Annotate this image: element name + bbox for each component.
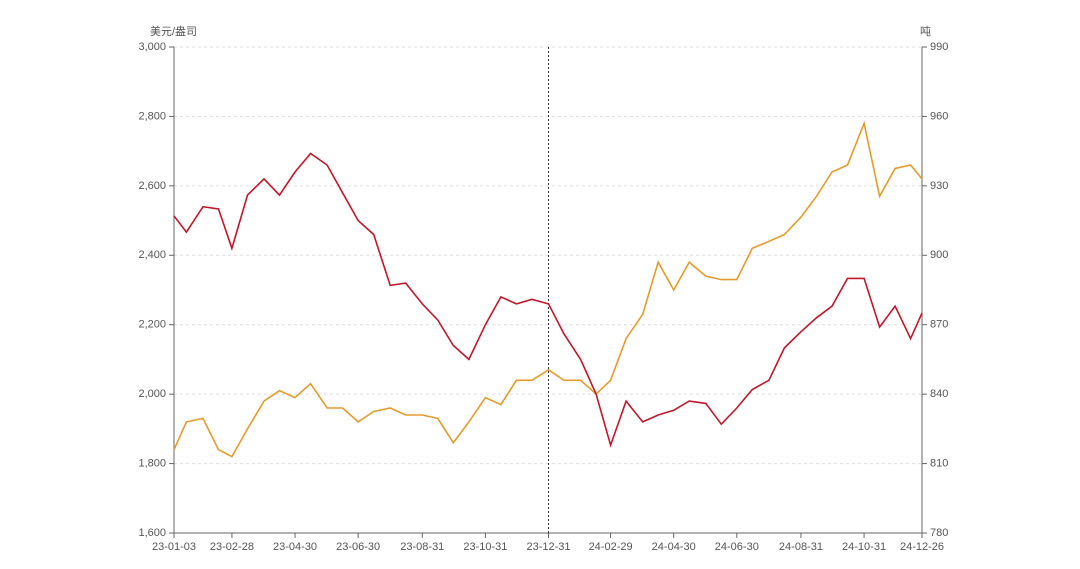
series-line: [173, 120, 923, 458]
y-axis-label: 美元/盎司: [150, 24, 197, 38]
series-line: [173, 152, 923, 448]
y-tick-label: 2,200: [138, 319, 166, 331]
x-tick-label: 24-04-30: [652, 541, 696, 553]
x-tick-label: 24-12-26: [900, 541, 944, 553]
y-tick-label: 1,800: [138, 457, 166, 469]
x-tick-label: 24-06-30: [715, 541, 759, 553]
y-tick-label: 2,600: [138, 180, 166, 192]
y2-axis-label: 吨: [920, 25, 931, 38]
x-tick-label: 24-02-29: [589, 541, 633, 553]
y2-tick-label: 780: [930, 527, 948, 539]
y-tick-label: 2,000: [138, 388, 166, 400]
x-tick-label: 23-01-03: [152, 541, 196, 553]
y2-tick-label: 810: [930, 457, 948, 469]
y2-tick-label: 870: [930, 319, 948, 331]
x-tick-label: 24-08-31: [779, 541, 823, 553]
x-tick-label: 23-12-31: [526, 541, 570, 553]
y2-tick-label: 990: [930, 41, 948, 53]
y2-tick-label: 840: [930, 388, 948, 400]
x-tick-label: 23-04-30: [273, 541, 317, 553]
x-tick-label: 23-02-28: [210, 541, 254, 553]
x-tick-label: 23-08-31: [400, 541, 444, 553]
y2-tick-label: 930: [930, 180, 948, 192]
y-tick-label: 1,600: [138, 527, 166, 539]
y2-tick-label: 960: [930, 110, 948, 122]
x-tick-label: 23-06-30: [336, 541, 380, 553]
y-tick-label: 2,800: [138, 110, 166, 122]
y-tick-label: 3,000: [138, 41, 166, 53]
y2-tick-label: 900: [930, 249, 948, 261]
y-tick-label: 2,400: [138, 249, 166, 261]
x-tick-label: 23-10-31: [463, 541, 507, 553]
x-tick-label: 24-10-31: [842, 541, 886, 553]
